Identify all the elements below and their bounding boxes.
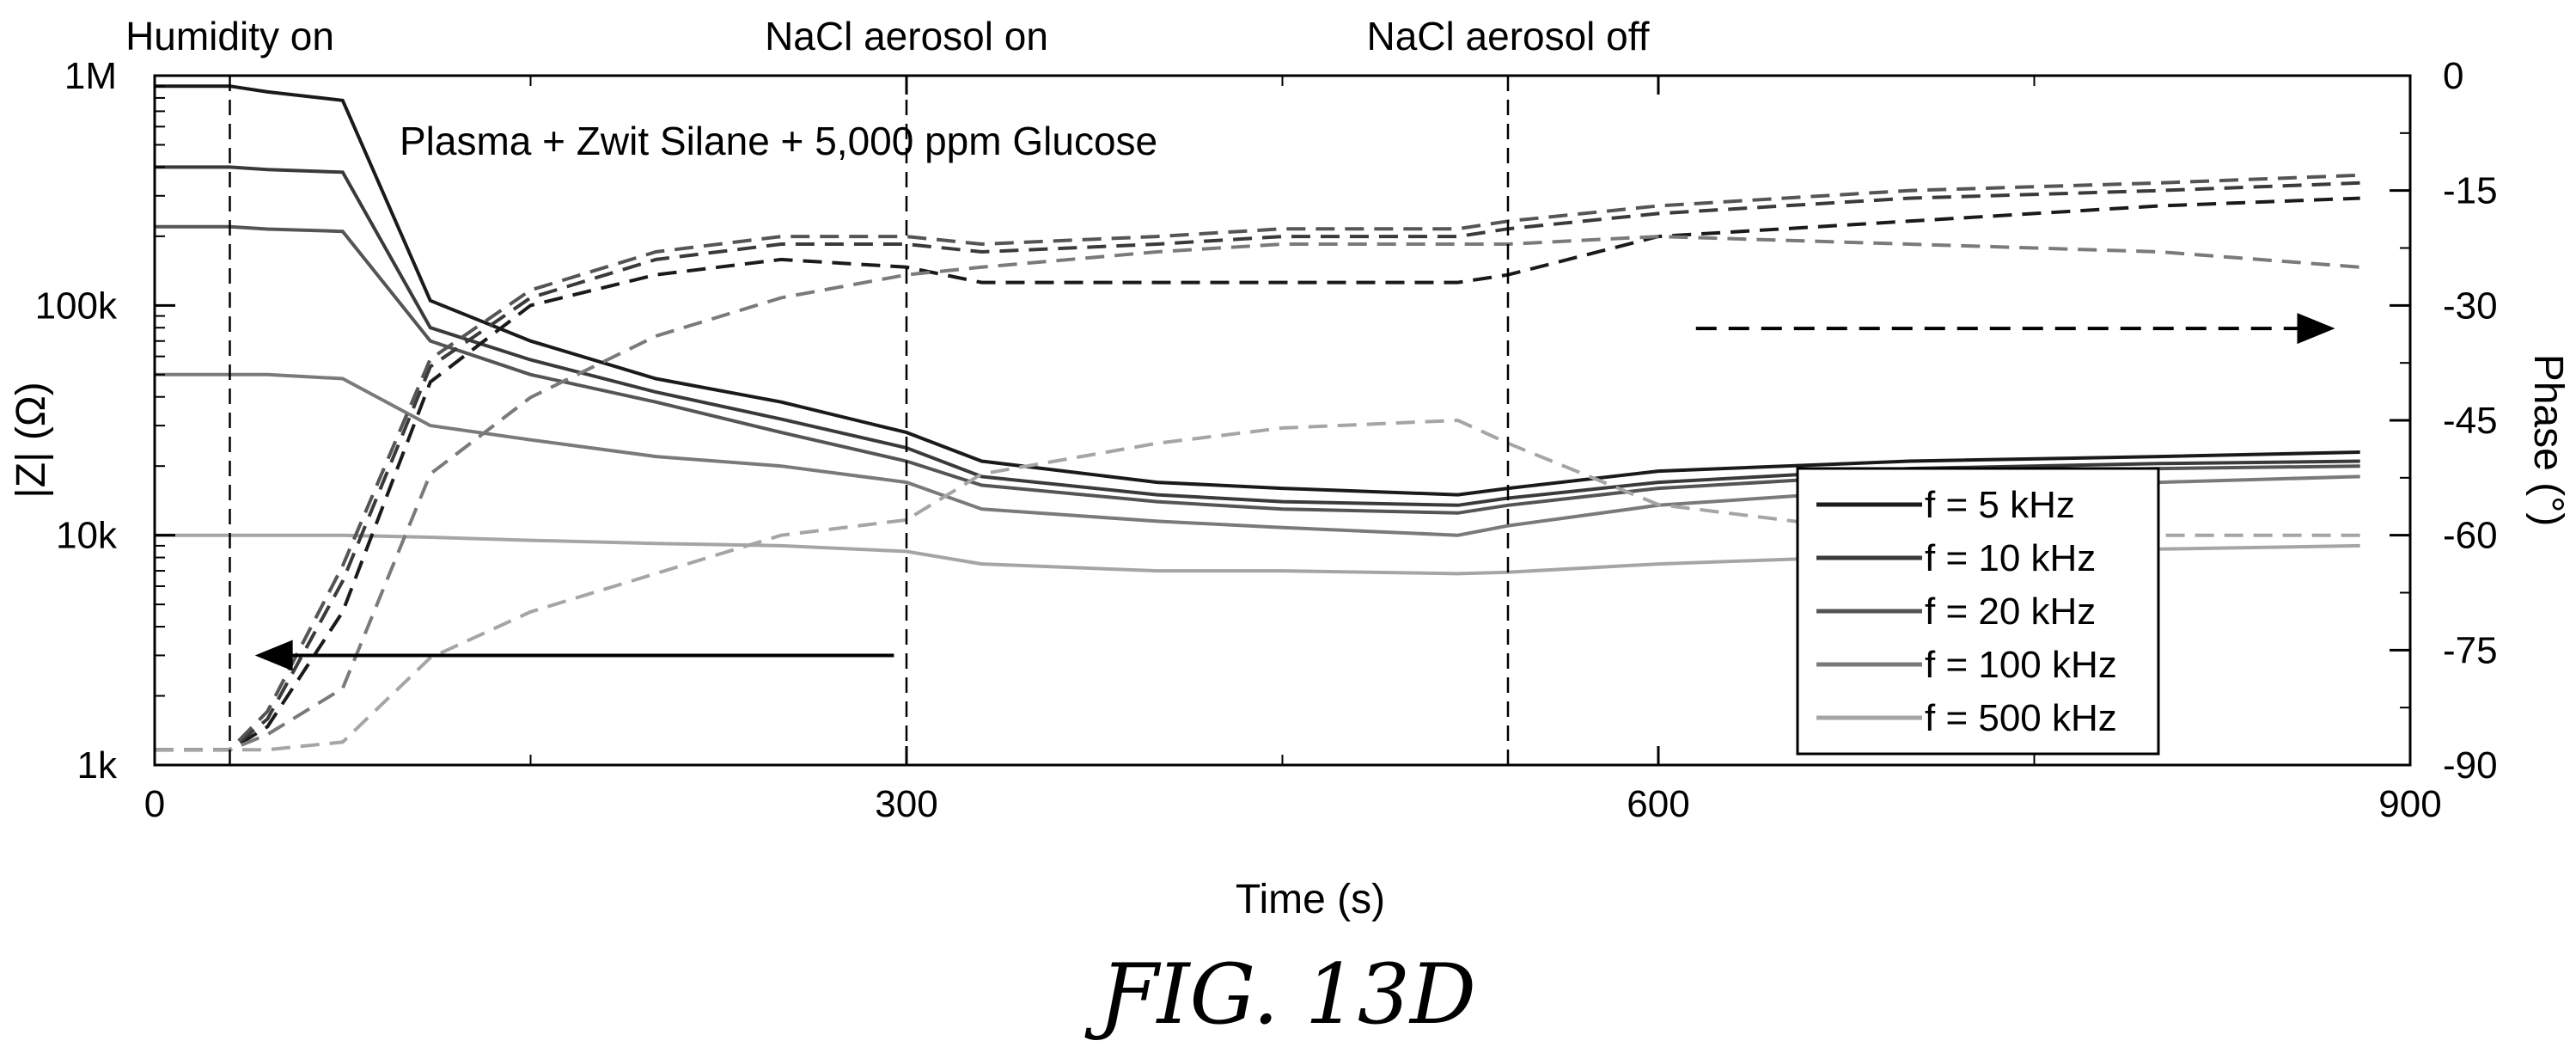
impedance-line-f-5-khz: [155, 84, 2360, 497]
legend-label-f-10-khz: f = 10 kHz: [1925, 537, 2096, 579]
axis-arrows: [254, 313, 2335, 671]
y-right-tick-label: -30: [2443, 285, 2498, 327]
y-right-tick-label: -45: [2443, 400, 2498, 442]
y-left-tick-label: 100k: [35, 285, 118, 327]
impedance-line-f-500-khz: [155, 533, 2360, 576]
phase-line-f-20-khz: [155, 173, 2360, 752]
impedance-lines: [155, 84, 2360, 576]
y-axis-left-title: |Z| (Ω): [9, 382, 54, 498]
phase-line-f-10-khz: [155, 181, 2360, 752]
legend-label-f-100-khz: f = 100 kHz: [1925, 644, 2117, 686]
impedance-line-f-20-khz: [155, 224, 2360, 515]
y-right-tick-label: 0: [2443, 55, 2463, 97]
x-tick-label: 900: [2378, 783, 2441, 825]
phase-line-f-100-khz: [155, 235, 2360, 752]
x-axis-title: Time (s): [1236, 877, 1385, 922]
phase-lines: [155, 173, 2360, 752]
event-markers: Humidity on NaCl aerosol on NaCl aerosol o…: [125, 14, 1650, 765]
y-right-tick-label: -90: [2443, 744, 2498, 787]
legend-label-f-20-khz: f = 20 kHz: [1925, 591, 2096, 633]
y-left-tick-label: 1k: [77, 744, 118, 787]
legend: f = 5 kHz f = 10 kHz f = 20 kHz f = 100 kHz…: [1796, 467, 2160, 756]
event-label-nacl-aerosol-on: NaCl aerosol on: [765, 14, 1048, 58]
axes: 0 300 600 900 1k 10k 100k 1M 0 -15 -30 -45 -60 -75 -90: [35, 55, 2498, 825]
y-axis-right-title: Phase (°): [2525, 354, 2571, 527]
x-tick-label: 300: [875, 783, 937, 825]
left-axis-arrow-head: [254, 640, 293, 671]
event-label-humidity-on: Humidity on: [125, 14, 334, 58]
y-left-tick-label: 1M: [64, 55, 117, 97]
right-axis-arrow-head: [2297, 313, 2335, 345]
x-tick-label: 0: [144, 783, 165, 825]
x-tick-label: 600: [1627, 783, 1689, 825]
event-label-nacl-aerosol-off: NaCl aerosol off: [1367, 14, 1650, 58]
legend-label-f-5-khz: f = 5 kHz: [1925, 484, 2075, 526]
y-left-tick-label: 10k: [56, 515, 118, 557]
figure-caption: ƑIG. 13D: [1084, 946, 1476, 1043]
legend-label-f-500-khz: f = 500 kHz: [1925, 697, 2117, 739]
phase-line-f-500-khz: [155, 418, 2360, 752]
y-right-tick-label: -75: [2443, 629, 2498, 671]
y-right-tick-label: -60: [2443, 515, 2498, 557]
impedance-line-f-10-khz: [155, 165, 2360, 507]
y-right-tick-label: -15: [2443, 170, 2498, 212]
chart-annotation: Plasma + Zwit Silane + 5,000 ppm Glucose: [400, 119, 1157, 163]
